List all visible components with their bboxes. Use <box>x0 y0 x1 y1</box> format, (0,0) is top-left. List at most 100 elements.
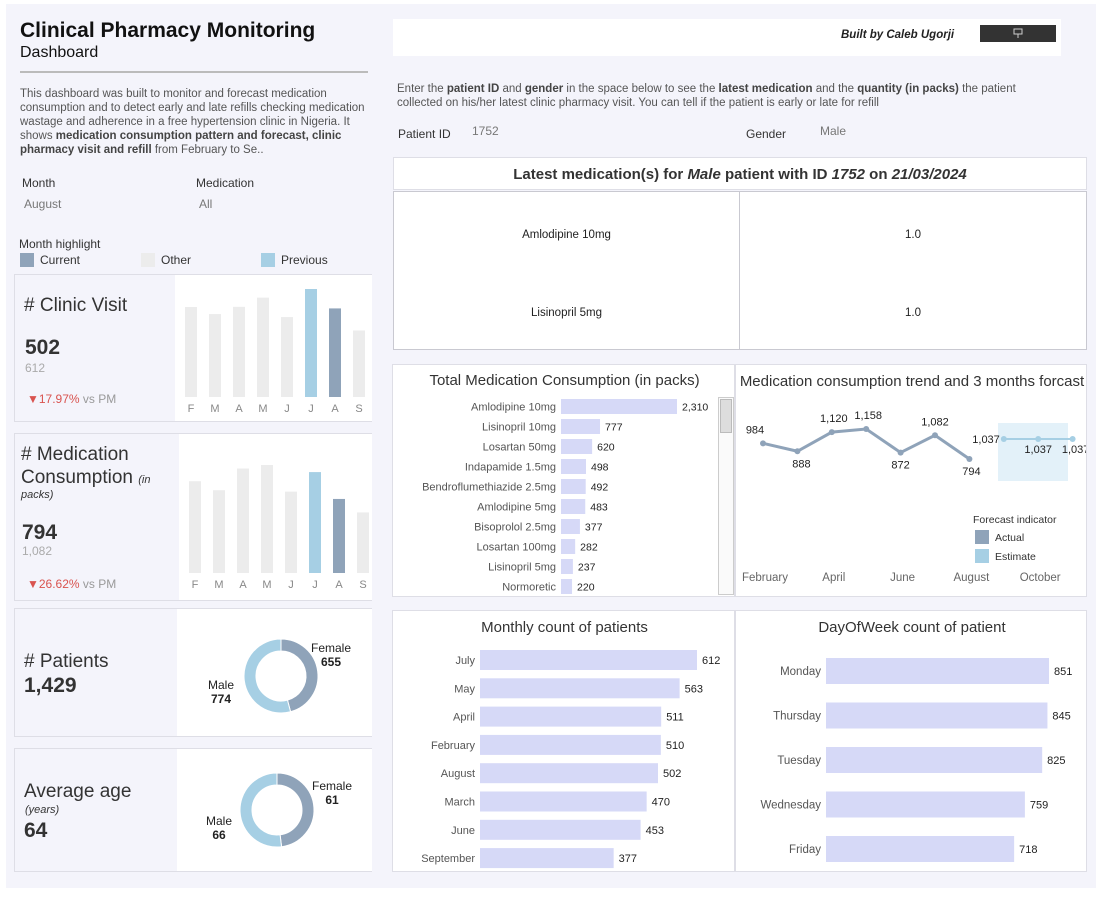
forecast-legend-estimate[interactable]: Estimate <box>975 549 1036 563</box>
data-label: 851 <box>1054 666 1072 678</box>
total-med-scrollbar[interactable] <box>718 397 734 595</box>
description-tail: from February to Se.. <box>151 144 264 156</box>
bar <box>561 399 677 414</box>
data-label: 220 <box>577 582 595 594</box>
bar <box>826 658 1049 684</box>
month-highlight-current[interactable]: Current <box>20 253 80 267</box>
bar <box>561 539 576 554</box>
month-filter-dropdown[interactable]: August <box>24 197 62 211</box>
data-label: 453 <box>646 825 664 837</box>
med-consumption-title-1: # Medication <box>21 444 129 465</box>
x-tick-label: J <box>288 579 294 591</box>
estimate-label: Estimate <box>995 551 1036 563</box>
bar <box>233 306 245 397</box>
data-label: 510 <box>666 740 684 752</box>
bar <box>561 439 593 454</box>
month-highlight-previous[interactable]: Previous <box>261 253 328 267</box>
bar <box>480 763 658 784</box>
description-text: This dashboard was built to monitor and … <box>20 88 365 142</box>
instr-5: the patient collected on his/her latest … <box>397 83 1016 109</box>
instr-1: Enter the <box>397 83 447 95</box>
patients-chart-area: Female 655 Male 774 <box>177 609 372 736</box>
trend-title: Medication consumption trend and 3 month… <box>739 373 1085 390</box>
forecast-legend-actual[interactable]: Actual <box>975 530 1024 544</box>
dashboard: Clinical Pharmacy Monitoring Dashboard T… <box>6 4 1096 888</box>
medication-filter-dropdown[interactable]: All <box>199 197 213 211</box>
x-tick-label: June <box>890 572 915 584</box>
series-line-actual <box>762 427 971 461</box>
data-label: 282 <box>580 542 598 554</box>
med-consumption-change: ▼26.62% vs PM <box>27 577 116 591</box>
gender-input[interactable]: Male <box>820 124 847 138</box>
data-label: 845 <box>1052 711 1070 723</box>
med-consumption-vs: vs PM <box>79 577 117 591</box>
total-med-title: Total Medication Consumption (in packs) <box>429 372 700 389</box>
patient-id-label: Patient ID <box>398 127 451 141</box>
patients-value: 1,429 <box>24 674 77 697</box>
y-tick-label: Monday <box>780 666 821 678</box>
data-label: 502 <box>663 768 681 780</box>
data-point <box>966 456 973 462</box>
bar <box>261 465 273 573</box>
y-tick-label: Amlodipine 5mg <box>477 502 556 514</box>
bar <box>561 459 587 474</box>
monthly-patients-card: Monthly count of patients July 612 May 563 A… <box>392 610 735 872</box>
description: This dashboard was built to monitor and … <box>20 87 365 157</box>
gender-label: Gender <box>746 127 787 141</box>
actual-label: Actual <box>995 532 1025 544</box>
total-med-scroll-thumb[interactable] <box>720 399 732 433</box>
avg-age-value: 64 <box>24 819 48 842</box>
x-tick-label: S <box>355 403 362 415</box>
data-label: 1,082 <box>921 416 949 428</box>
total-med-bar-chart: Amlodipine 10mg 2,310 Lisinopril 10mg 777 Lo… <box>422 399 708 594</box>
bar <box>213 490 225 573</box>
latest-med-t2: patient with ID <box>720 166 832 183</box>
table-cell-qty: 1.0 <box>905 307 921 319</box>
page-subtitle: Dashboard <box>20 44 99 61</box>
instr-b2: gender <box>524 83 564 95</box>
clinic-visit-value: 502 <box>25 336 61 359</box>
monthly-patients-title: Monthly count of patients <box>481 619 648 636</box>
previous-swatch <box>261 253 275 267</box>
data-point <box>1035 435 1042 442</box>
y-tick-label: February <box>431 740 476 752</box>
x-tick-label: October <box>1020 572 1061 584</box>
latest-med-gender: Male <box>687 166 721 183</box>
data-label: 511 <box>666 712 684 724</box>
instr-b4: quantity (in packs) <box>857 83 959 95</box>
y-tick-label: August <box>441 768 475 780</box>
bar <box>281 317 293 397</box>
data-label: 759 <box>1030 800 1048 812</box>
data-label: 1,037 <box>972 434 1000 446</box>
month-highlight-other[interactable]: Other <box>141 253 191 267</box>
med-consumption-title-2: Consumption <box>21 467 133 488</box>
bar <box>480 819 641 840</box>
pie-slice <box>276 772 315 848</box>
x-tick-label: August <box>953 572 990 584</box>
x-tick-label: A <box>335 579 343 591</box>
data-label: 1,037 <box>1024 444 1052 456</box>
pie-label: Male <box>206 814 232 828</box>
patient-id-input[interactable]: 1752 <box>472 124 499 138</box>
med-consumption-title-unit-2: packs) <box>21 489 54 501</box>
data-point <box>760 440 766 447</box>
bar <box>561 499 586 514</box>
download-button[interactable] <box>980 25 1056 42</box>
x-tick-label: J <box>312 579 318 591</box>
estimate-swatch <box>975 549 989 563</box>
bar <box>480 734 661 755</box>
data-label: 872 <box>891 460 909 472</box>
med-consumption-card: # Medication Consumption (in packs) 794 1… <box>14 433 372 601</box>
description-bold: medication consumption pattern and forec… <box>20 130 342 156</box>
instr-2: and <box>499 83 525 95</box>
y-tick-label: May <box>454 683 475 695</box>
pie-label: Male <box>208 678 234 692</box>
download-icon <box>1013 28 1023 38</box>
clinic-visit-change: ▼17.97% vs PM <box>27 392 116 406</box>
data-label: 377 <box>585 522 603 534</box>
y-tick-label: Bendroflumethiazide 2.5mg <box>422 482 556 494</box>
data-label: 492 <box>591 482 609 494</box>
